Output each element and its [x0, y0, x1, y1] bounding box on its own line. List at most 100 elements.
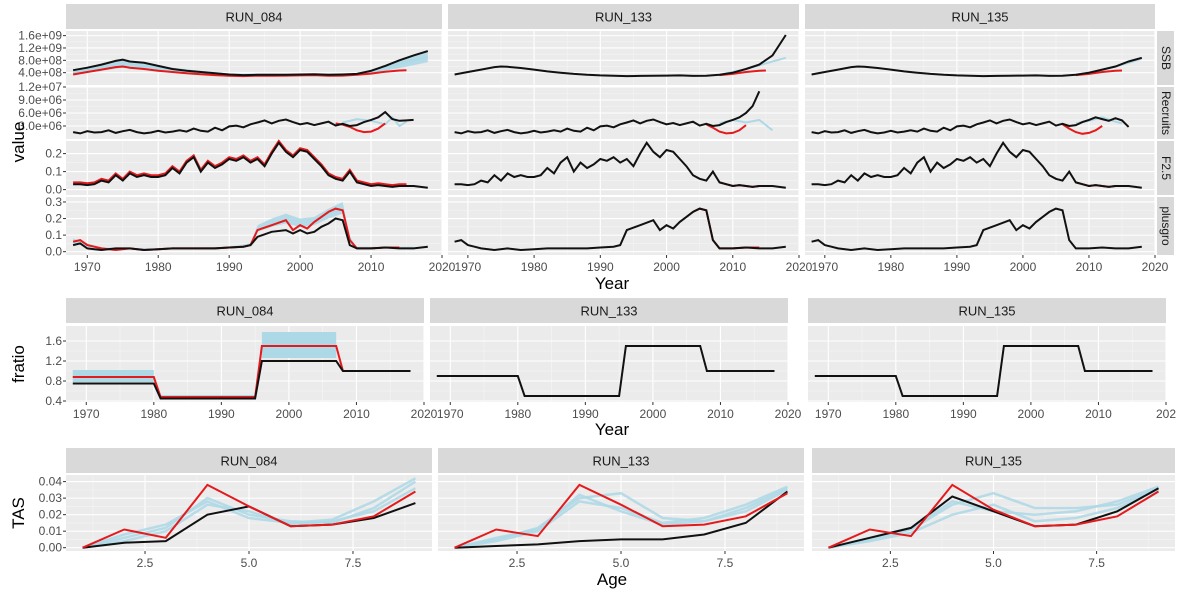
row-strip	[1157, 87, 1174, 139]
x-tick-label: 2020	[411, 407, 438, 421]
x-tick-label: 1970	[815, 407, 842, 421]
blue-series-line	[82, 480, 417, 549]
row-strip-label-plusgroup: plusgro	[1159, 206, 1173, 246]
red-series-line	[454, 483, 788, 549]
x-axis-title-year: Year	[595, 274, 630, 293]
y-tick-label: 0.1	[45, 165, 62, 179]
facet-run084-strip-label: RUN_084	[225, 10, 282, 25]
x-tick-label: 2010	[1085, 407, 1112, 421]
x-tick-label: 1990	[950, 407, 977, 421]
facet-tas-run135-strip-label: RUN_135	[965, 454, 1022, 469]
panel-plusgroup-run084-bg	[66, 197, 442, 255]
facet-tas-run133-strip	[438, 448, 804, 473]
y-tick-label: 0.01	[39, 524, 63, 538]
x-tick-label: 5.0	[985, 556, 1002, 570]
facet-fratio-run084-strip	[66, 298, 424, 323]
y-tick-label: 0.00	[39, 541, 63, 555]
x-tick-label: 2000	[1018, 407, 1045, 421]
y-tick-label: 0.2	[45, 212, 62, 226]
facet-tas-run084-strip-label: RUN_084	[220, 454, 277, 469]
black-series-line	[72, 50, 429, 77]
row-strip-label-recruits: Recruits	[1159, 91, 1173, 135]
x-tick-label: 2000	[640, 407, 667, 421]
y-tick-label: 1.2e+09	[18, 41, 62, 55]
x-tick-label: 2000	[1010, 260, 1037, 274]
x-tick-label: 2.5	[882, 556, 899, 570]
red-series-line	[82, 483, 416, 549]
x-tick-label: 1970	[437, 407, 464, 421]
panel-fratio-run084-bg	[66, 326, 424, 402]
x-tick-label: 1980	[140, 407, 167, 421]
y-tick-label: 8.0e+08	[18, 53, 62, 67]
x-tick-label: 1980	[882, 407, 909, 421]
y-tick-label: 0.3	[45, 195, 62, 209]
x-axis-title-age: Age	[597, 570, 627, 589]
x-axis-title-year-fratio: Year	[595, 420, 630, 439]
black-series-line	[454, 141, 786, 189]
facet-fratio-run133-strip	[430, 298, 788, 323]
blue-series-line	[454, 485, 788, 549]
blue-series-line	[828, 488, 1160, 549]
y-tick-label: 0.0	[45, 245, 62, 259]
x-tick-label: 2010	[1076, 260, 1103, 274]
x-tick-label: 2020	[775, 407, 802, 421]
x-tick-label: 2010	[343, 407, 370, 421]
y-tick-label: 1.2	[45, 354, 62, 368]
facet-fratio-run133-strip-label: RUN_133	[580, 304, 637, 319]
y-tick-label: 0.02	[39, 508, 63, 522]
y-axis-title-value: value	[9, 122, 28, 163]
row-strip	[1157, 141, 1174, 195]
black-series-line	[811, 116, 1130, 135]
black-series-line	[72, 217, 428, 252]
black-series-line	[811, 141, 1142, 189]
x-tick-label: 1990	[216, 260, 243, 274]
black-series-line	[72, 110, 414, 135]
facet-run135-strip	[805, 4, 1155, 29]
facet-fratio-run084-strip-label: RUN_084	[216, 304, 273, 319]
y-tick-label: 0.8	[45, 374, 62, 388]
black-series-line	[811, 207, 1142, 252]
panel-ssb-run084-bg	[66, 31, 442, 85]
x-tick-label: 1990	[208, 407, 235, 421]
y-tick-label: 0.4	[45, 394, 62, 408]
x-tick-label: 2000	[287, 260, 314, 274]
x-tick-label: 2010	[358, 260, 385, 274]
blue-series-line	[82, 477, 417, 549]
x-tick-label: 7.5	[345, 556, 362, 570]
facet-run135-strip-label: RUN_135	[951, 10, 1008, 25]
black-series-line	[811, 56, 1143, 78]
x-tick-label: 1970	[811, 260, 838, 274]
blue-series-line	[454, 487, 788, 549]
x-tick-label: 7.5	[1088, 556, 1105, 570]
y-tick-label: 1.6e+09	[18, 29, 62, 43]
black-series-line	[436, 345, 775, 397]
facet-fratio-run135-strip-label: RUN_135	[958, 304, 1015, 319]
x-tick-label: 1970	[74, 260, 101, 274]
panel-fratio-run133-bg	[430, 326, 788, 402]
blue-uncertainty-band	[73, 201, 414, 250]
x-tick-label: 2020	[786, 260, 813, 274]
x-tick-label: 5.0	[613, 556, 630, 570]
y-axis-title-tas: TAS	[9, 497, 28, 529]
black-series-line	[454, 490, 789, 549]
x-tick-label: 2020	[1142, 260, 1169, 274]
y-tick-label: 0.2	[45, 147, 62, 161]
panel-plusgroup-run135-bg	[805, 197, 1155, 255]
y-tick-label: 9.0e+06	[18, 93, 62, 107]
blue-series-line	[82, 487, 417, 549]
panel-plusgroup-run133-bg	[448, 197, 799, 255]
red-series-line	[705, 123, 747, 135]
black-series-line	[72, 360, 411, 400]
row-strip-label-f25: F2.5	[1159, 156, 1173, 180]
y-tick-label: 0.04	[39, 475, 63, 489]
x-tick-label: 2010	[707, 407, 734, 421]
black-series-line	[454, 207, 786, 252]
row-strip	[1157, 197, 1174, 255]
facet-run133-strip-label: RUN_133	[595, 10, 652, 25]
x-tick-label: 2.5	[509, 556, 526, 570]
x-tick-label: 2.5	[137, 556, 154, 570]
black-series-line	[828, 487, 1159, 549]
black-series-line	[454, 34, 787, 78]
row-strip-label-ssb: SSB	[1159, 46, 1173, 70]
x-tick-label: 1970	[73, 407, 100, 421]
